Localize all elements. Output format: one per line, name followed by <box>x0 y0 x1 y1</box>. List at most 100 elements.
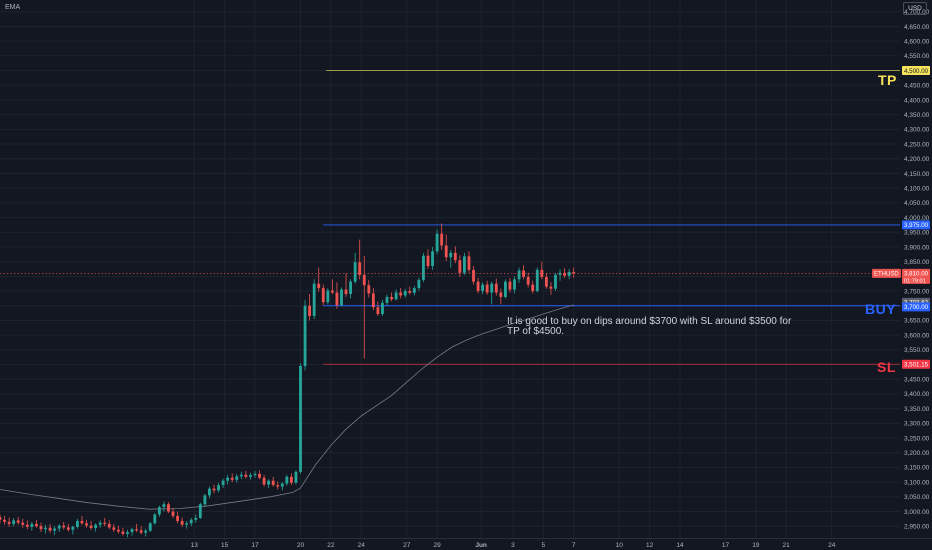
candle-body <box>25 524 29 527</box>
candle-body <box>167 504 170 512</box>
horizontal-levels[interactable] <box>323 70 900 365</box>
candle-body <box>267 480 271 485</box>
time-tick-label: 22 <box>327 542 335 549</box>
candle-body <box>217 485 220 491</box>
candle-body <box>44 527 47 530</box>
price-tick-label: 3,250.00 <box>904 435 930 442</box>
currency-button[interactable]: USD <box>903 2 927 15</box>
candle-body <box>253 473 257 476</box>
price-tick-label: 4,450.00 <box>904 83 930 90</box>
candle-body <box>226 477 230 481</box>
time-tick-label: 17 <box>251 542 259 549</box>
candle-body <box>103 522 107 524</box>
candle-body <box>344 289 348 294</box>
price-tick-label: 3,950.00 <box>904 230 930 237</box>
candle-body <box>112 527 116 530</box>
chart-annotation: It is good to buy on dips around $3700 w… <box>507 316 792 337</box>
candle-body <box>558 272 562 275</box>
candle-body <box>371 293 375 308</box>
candle-body <box>390 296 393 300</box>
candle-body <box>180 520 184 525</box>
time-axis-background <box>0 538 932 550</box>
candle-body <box>554 274 557 289</box>
candle-body <box>162 504 166 508</box>
time-tick-label: 19 <box>752 542 760 549</box>
candle-body <box>308 305 312 317</box>
candle-body <box>481 284 485 292</box>
resistance-price-tag-text: 3,975.00 <box>904 222 929 229</box>
symbol-tag-text: ETHUSD <box>874 272 899 278</box>
candle-body <box>490 283 494 293</box>
ema-line <box>0 304 574 510</box>
time-axis[interactable]: 13 15 17 20 22 24 27 29 Jun 3 5 7 10 12 14 17 19 21 24 <box>0 538 932 550</box>
candle-body <box>85 523 88 526</box>
price-tick-label: 2,950.00 <box>904 524 930 531</box>
price-tick-label: 3,450.00 <box>904 377 930 384</box>
candle-body <box>544 276 548 287</box>
candle-body <box>321 288 325 303</box>
candle-body <box>426 255 430 267</box>
time-tick-label: 12 <box>646 542 654 549</box>
grid <box>0 0 900 538</box>
candle-body <box>203 495 207 505</box>
indicator-label[interactable]: EMA <box>5 4 21 11</box>
candle-body <box>317 283 321 289</box>
candle-body <box>526 276 530 285</box>
price-tick-label: 4,700.00 <box>904 9 930 16</box>
resistance-price-tag-bg <box>902 220 930 230</box>
candle-body <box>503 281 507 297</box>
price-tick-label: 3,550.00 <box>904 347 930 354</box>
candle-body <box>144 530 148 533</box>
price-tick-label: 4,150.00 <box>904 171 930 178</box>
candle-body <box>7 521 11 524</box>
candle-body <box>280 483 284 487</box>
price-tick-label: 4,300.00 <box>904 127 930 134</box>
price-tick-label: 3,900.00 <box>904 244 930 251</box>
buy-price-tag-bg <box>902 302 930 312</box>
price-tick-label: 3,100.00 <box>904 479 930 486</box>
candle-body <box>249 475 252 477</box>
sl-price-tag-text: 3,501.15 <box>904 362 929 369</box>
candle-body <box>107 523 111 528</box>
time-tick-label: 10 <box>616 542 624 549</box>
price-tick-label: 4,600.00 <box>904 38 930 45</box>
candle-body <box>403 291 407 296</box>
time-tick-label: 21 <box>783 542 791 549</box>
tp-label: TP <box>878 72 897 88</box>
candle-body <box>230 477 234 480</box>
candle-body <box>16 520 20 523</box>
candle-body <box>326 290 330 303</box>
candle-body <box>367 285 371 294</box>
candle-body <box>476 281 480 292</box>
candle-body <box>572 271 576 274</box>
candle-body <box>244 474 248 477</box>
time-tick-label: 17 <box>722 542 730 549</box>
candle-body <box>189 519 193 524</box>
candle-body <box>48 527 52 531</box>
sl-label: SL <box>877 359 896 375</box>
candle-body <box>531 284 535 292</box>
price-tick-label: 3,350.00 <box>904 406 930 413</box>
candle-body <box>463 256 466 273</box>
price-tick-label: 3,400.00 <box>904 391 930 398</box>
candle-body <box>440 233 444 246</box>
candle-body <box>221 480 225 486</box>
candle-body <box>362 274 366 286</box>
time-tick-label: 7 <box>572 542 576 549</box>
candle-body <box>176 515 179 521</box>
time-tick-label: 27 <box>403 542 411 549</box>
candle-body <box>12 520 16 524</box>
symbol-tag-bg <box>872 268 901 278</box>
candle-body <box>467 256 471 270</box>
price-tick-label: 3,650.00 <box>904 318 930 325</box>
candle-body <box>449 252 453 258</box>
candle-body <box>80 520 84 524</box>
price-tick-label: 3,000.00 <box>904 509 930 516</box>
candle-body <box>522 270 526 277</box>
candle-body <box>517 270 521 280</box>
candle-body <box>3 519 6 522</box>
candle-body <box>385 296 389 303</box>
price-tick-label: 3,750.00 <box>904 288 930 295</box>
